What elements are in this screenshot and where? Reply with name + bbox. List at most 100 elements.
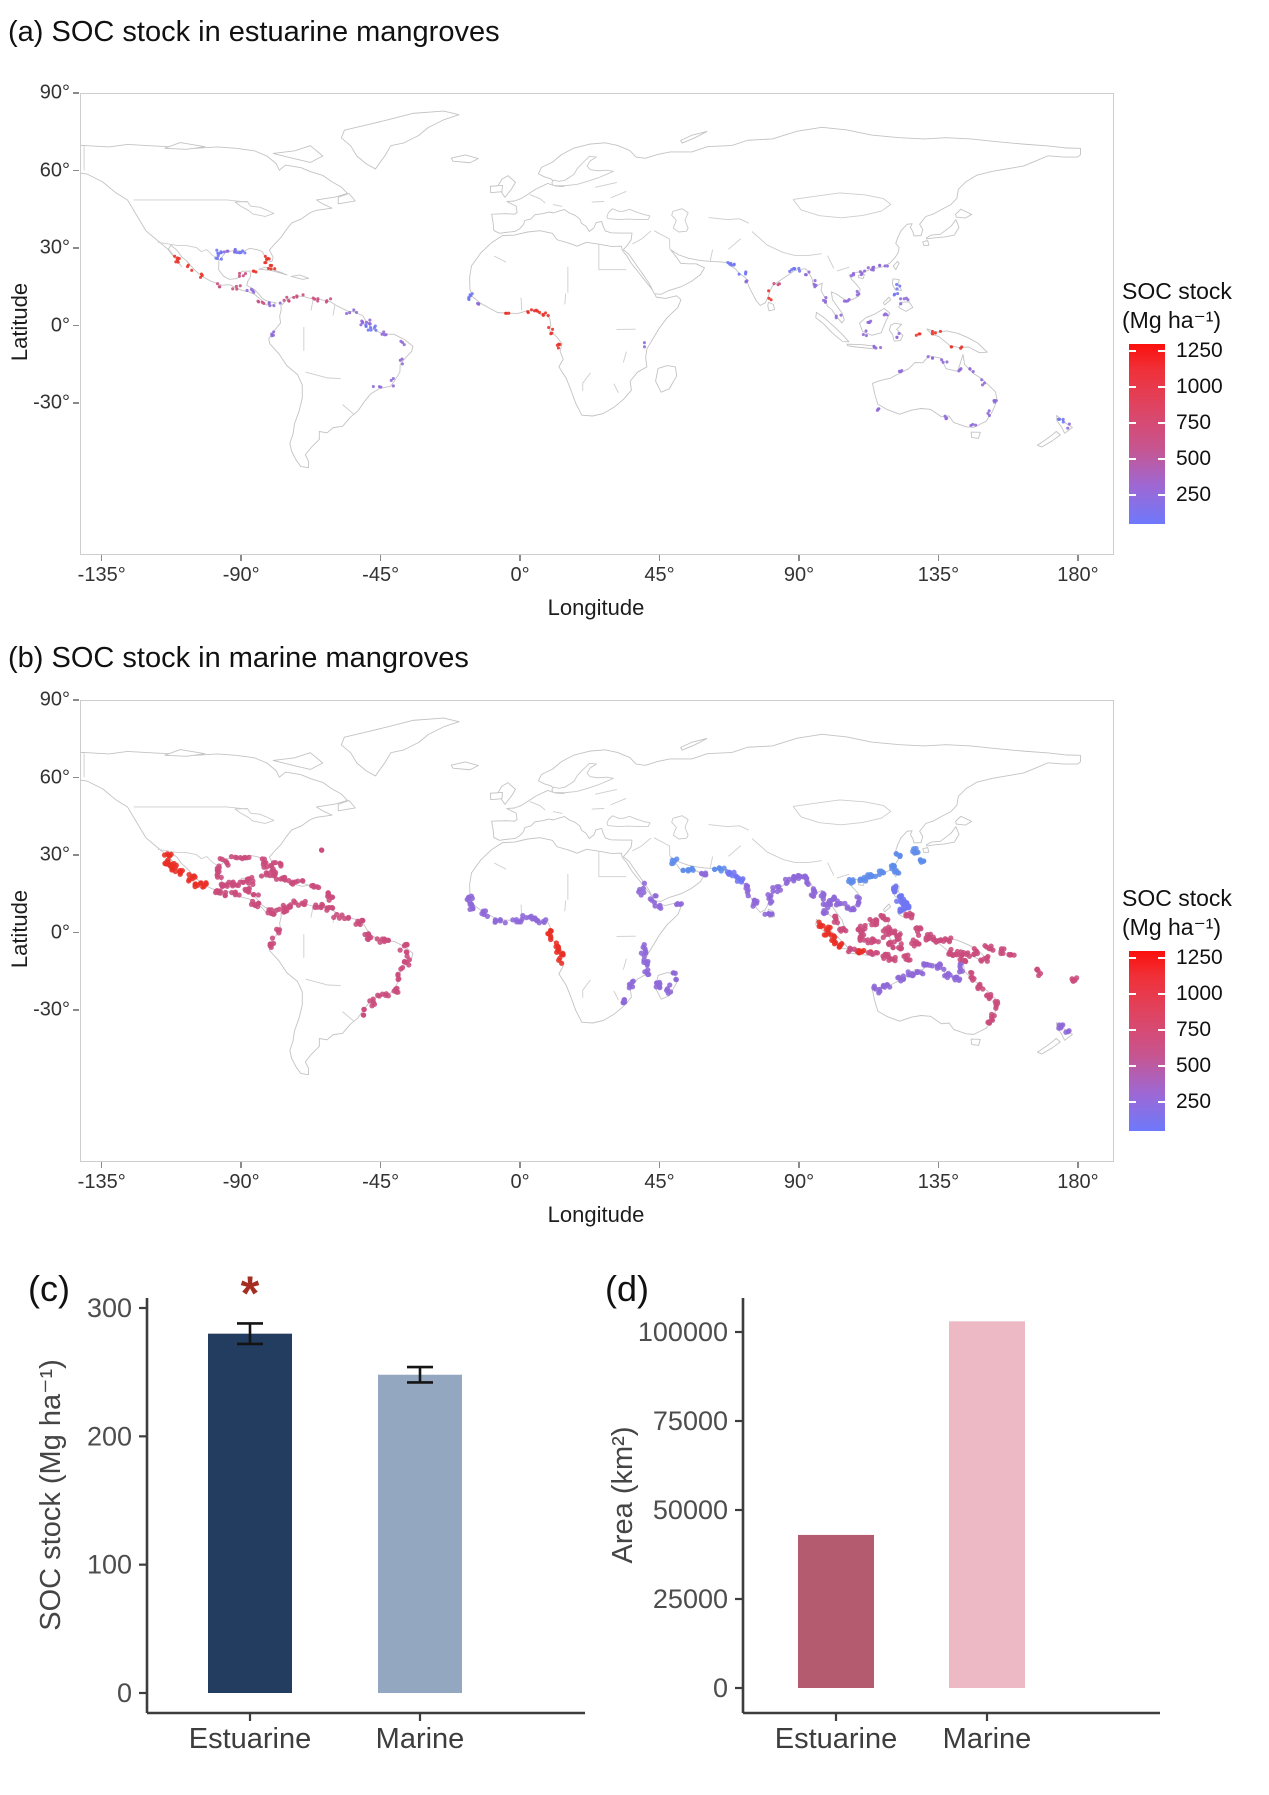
legend-a-tick-dash [1129,494,1136,497]
legend-title-line2: (Mg ha⁻¹) [1122,914,1222,940]
map-a-x-tick-mark [379,555,382,561]
legend-a-tick-dash [1129,385,1136,388]
map-a-x-tick-mark [100,555,103,561]
y-tick-label: 50000 [653,1495,728,1525]
map-b-x-tick-label: -135° [77,1171,126,1193]
y-axis-title: Area (km²) [607,1427,639,1564]
y-tick-label: 100 [87,1550,132,1580]
map-a-y-tick-label: -30° [33,391,70,414]
map-b-y-tick-mark [73,1009,79,1011]
legend-a-tick-dash [1158,421,1165,424]
y-axis-title: SOC stock (Mg ha⁻¹) [35,1359,67,1631]
y-tick-label: 75000 [653,1406,728,1436]
map-a-x-tick-label: 45° [644,564,675,586]
bar-estuarine [798,1534,874,1688]
map-estuarine-svg [81,109,1082,470]
map-b-x-tick-mark [658,1162,661,1168]
estuarine-dots-layer [173,247,1071,430]
panel-d-label: (d) [605,1268,649,1309]
map-b-x-tick-label: 0° [510,1171,530,1193]
map-b-y-tick-mark [73,776,79,779]
legend-a-tick-dash [1129,457,1136,460]
map-a-x-tick-mark [240,555,242,561]
legend-b-tick-dash [1158,992,1165,995]
y-tick-label: 300 [87,1293,132,1323]
map-b-x-tick-mark [240,1162,242,1168]
legend-a-tick-label: 250 [1176,483,1212,507]
map-b-y-tick-label: 90° [39,688,70,711]
legend-b-tick-label: 750 [1176,1017,1212,1041]
y-tick-label: 25000 [653,1584,728,1614]
legend-b-tick-label: 500 [1176,1053,1212,1077]
map-a-y-tick-mark [73,324,79,327]
map-b-x-tick-label: 180° [1057,1171,1099,1193]
map-a-x-tick-label: 135° [917,564,960,586]
panel-b-title-text: SOC stock in marine mangroves [51,642,469,674]
legend-b-tick-label: 250 [1176,1090,1212,1114]
panel-b-label: (b) [8,642,52,674]
map-marine [80,700,1114,1162]
map-a-y-tick-label: 60° [39,159,70,182]
legend-a-tick-dash [1129,421,1136,424]
panel-b-title: (b) SOC stock in marine mangroves [8,642,469,675]
legend-a-tick-dash [1158,385,1165,388]
y-tick-label: 100000 [638,1317,728,1347]
map-a-y-tick-label: 0° [50,314,70,337]
map-a-x-tick-label: 90° [783,564,815,586]
map-a-y-tick-mark [73,169,79,172]
map-b-x-tick-mark [798,1162,800,1168]
map-a-ylabel: Latitude [7,282,32,362]
legend-title-line1: SOC stock [1122,278,1232,304]
legend-a-tick-dash [1158,349,1165,352]
map-a-y-tick-label: 30° [39,236,70,259]
map-a-x-tick-mark [658,555,661,561]
area-bar-chart: 0 25000 50000 75000 100000 Estuarine Marine Are… [607,1298,1160,1755]
map-b-y-tick-label: 30° [39,843,70,866]
map-a-x-tick-mark [937,555,940,561]
legend-b-gradient-bar [1129,951,1165,1131]
soc-stock-bar-chart: 0 100 200 300 Estuarine Marine * SOC stock (Mg … [35,1267,585,1755]
legend-b-tick-dash [1129,1028,1136,1031]
map-b-y-tick-label: 0° [50,921,70,944]
legend-a-tick-label: 1000 [1176,374,1223,398]
legend-b-tick-dash [1129,956,1136,959]
category-label: Estuarine [189,1723,312,1755]
legend-a-tick-label: 1250 [1176,338,1223,362]
map-b-y-tick-mark [73,854,79,856]
legend-title-line2: (Mg ha⁻¹) [1122,307,1222,333]
map-a-y-tick-mark [73,92,79,94]
y-tick-label: 200 [87,1421,132,1451]
map-marine-svg [81,716,1082,1077]
map-estuarine [80,93,1114,555]
map-a-y-tick-mark [73,402,79,404]
legend-b-tick-dash [1129,1101,1136,1104]
map-b-x-tick-label: -90° [222,1171,260,1193]
legend-b-tick-dash [1129,1064,1136,1067]
marine-dots-layer [161,845,1080,1035]
map-b-y-tick-mark [73,699,79,701]
map-b-x-tick-mark [1077,1162,1079,1168]
legend-a-tick-label: 500 [1176,446,1212,470]
map-b-x-tick-mark [519,1162,521,1168]
legend-a-title: SOC stock (Mg ha⁻¹) [1122,277,1232,335]
map-b-y-tick-label: 60° [39,766,70,789]
y-tick-label: 0 [713,1673,728,1703]
bar-estuarine [208,1333,292,1693]
category-label: Marine [376,1723,465,1755]
legend-a-tick-dash [1158,457,1165,460]
legend-b-title: SOC stock (Mg ha⁻¹) [1122,884,1232,942]
map-a-xlabel: Longitude [547,595,645,620]
legend-b-tick-dash [1158,1101,1165,1104]
panel-a-title-text: SOC stock in estuarine mangroves [51,16,500,48]
map-b-y-tick-label: -30° [33,998,70,1021]
legend-a-gradient-bar [1129,344,1165,524]
legend-title-line1: SOC stock [1122,885,1232,911]
map-a-x-tick-mark [1077,555,1079,561]
map-a-y-tick-label: 90° [39,81,70,104]
map-a-y-tick-mark [73,247,79,249]
map-b-xlabel: Longitude [547,1202,645,1227]
map-b-x-tick-label: 90° [783,1171,815,1193]
map-a-x-tick-label: -90° [222,564,260,586]
legend-a-tick-dash [1129,349,1136,352]
